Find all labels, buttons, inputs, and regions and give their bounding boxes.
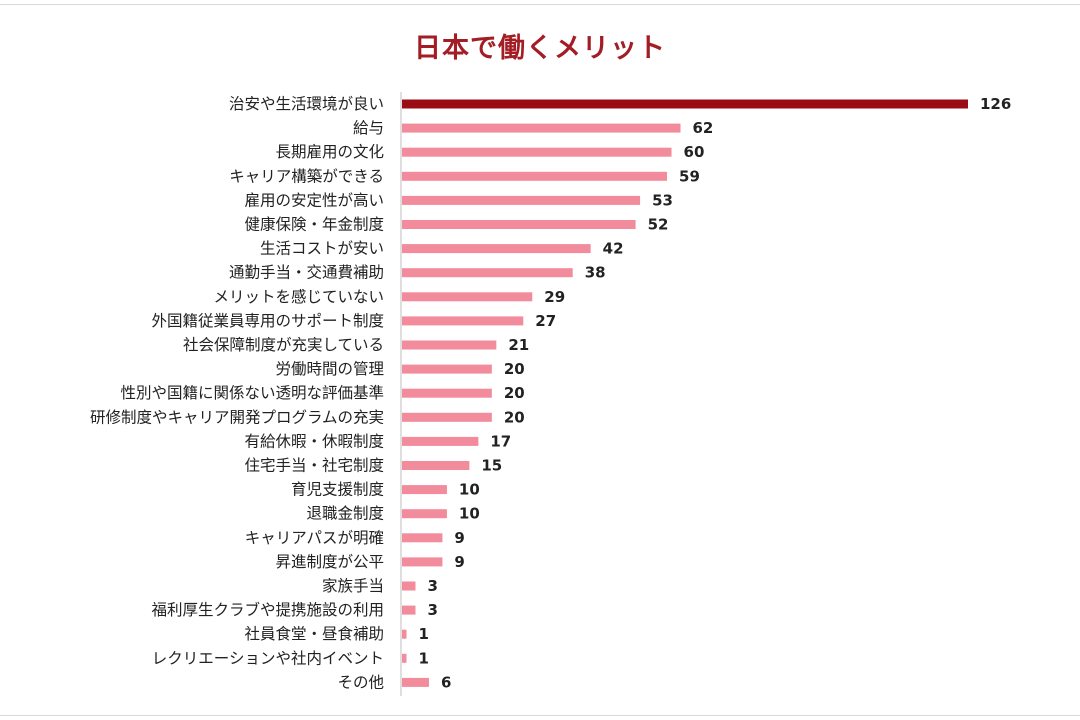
bar (402, 677, 429, 687)
category-label: レクリエーションや社内イベント (152, 649, 384, 667)
bar (402, 171, 668, 181)
category-label: 有給休暇・休暇制度 (244, 432, 384, 450)
chart-title: 日本で働くメリット (414, 33, 666, 64)
bar (402, 605, 416, 615)
value-label: 27 (535, 312, 556, 330)
category-label: 昇進制度が公平 (275, 553, 384, 571)
value-label: 42 (603, 240, 624, 258)
bar (402, 244, 591, 254)
bar (402, 123, 681, 133)
value-label: 9 (454, 529, 464, 547)
category-label: 長期雇用の文化 (275, 143, 384, 161)
category-label: 給与 (353, 119, 384, 137)
bar (402, 653, 407, 663)
value-label: 20 (504, 384, 525, 402)
category-label: 性別や国籍に関係ない透明な評価基準 (120, 384, 384, 402)
bar (402, 557, 443, 567)
category-label: 雇用の安定性が高い (244, 191, 384, 209)
value-label: 126 (980, 95, 1011, 113)
top-border-line (0, 4, 1080, 5)
category-label: キャリア構築ができる (229, 167, 384, 185)
value-label: 17 (490, 432, 511, 450)
bar (402, 412, 492, 422)
value-label: 9 (454, 553, 464, 571)
value-label: 53 (652, 191, 673, 209)
category-label: 生活コストが安い (260, 240, 384, 258)
value-label: 21 (508, 336, 529, 354)
category-label: 福利厚生クラブや提携施設の利用 (151, 600, 384, 619)
category-label: 健康保険・年金制度 (244, 216, 384, 234)
bar (402, 509, 447, 519)
bar (402, 195, 641, 205)
value-label: 10 (459, 505, 480, 523)
category-label: 住宅手当・社宅制度 (244, 457, 384, 475)
value-label: 60 (684, 143, 705, 161)
bar (402, 388, 492, 398)
bar (402, 220, 636, 229)
value-label: 38 (585, 264, 606, 282)
category-label: 外国籍従業員専用のサポート制度 (151, 312, 384, 330)
value-label: 52 (648, 216, 669, 234)
bar (402, 340, 497, 350)
bar (402, 533, 443, 543)
category-label: その他 (337, 673, 384, 691)
value-label: 20 (504, 360, 525, 378)
category-label: キャリアパスが明確 (245, 529, 384, 547)
bar (402, 268, 573, 278)
bar (402, 461, 470, 470)
category-label: 治安や生活環境が良い (229, 94, 384, 113)
value-label: 20 (504, 408, 525, 426)
category-label: 育児支援制度 (291, 481, 384, 499)
category-label: 通勤手当・交通費補助 (229, 264, 384, 282)
value-label: 1 (418, 649, 428, 667)
bar (402, 147, 672, 157)
bar (402, 316, 524, 326)
category-label: 家族手当 (322, 577, 384, 595)
value-label: 59 (679, 167, 700, 185)
bar (402, 629, 407, 639)
value-label: 15 (481, 457, 502, 475)
bar (402, 99, 968, 109)
category-label: 社員食堂・昼食補助 (244, 625, 384, 643)
value-label: 62 (693, 119, 714, 137)
bar (402, 485, 447, 495)
bar (402, 364, 492, 374)
value-label: 10 (459, 481, 480, 499)
category-label: メリットを感じていない (213, 288, 384, 306)
category-label: 退職金制度 (306, 505, 384, 523)
category-label: 研修制度やキャリア開発プログラムの充実 (90, 408, 384, 426)
bar (402, 436, 479, 446)
bar (402, 581, 416, 591)
value-label: 6 (441, 673, 451, 691)
value-label: 3 (427, 577, 437, 595)
bottom-border-line (0, 715, 1080, 716)
value-label: 29 (544, 288, 565, 306)
bar (402, 292, 533, 302)
category-label: 労働時間の管理 (275, 360, 384, 378)
value-label: 1 (418, 625, 428, 643)
category-label: 社会保障制度が充実している (183, 336, 384, 354)
value-label: 3 (427, 601, 437, 619)
